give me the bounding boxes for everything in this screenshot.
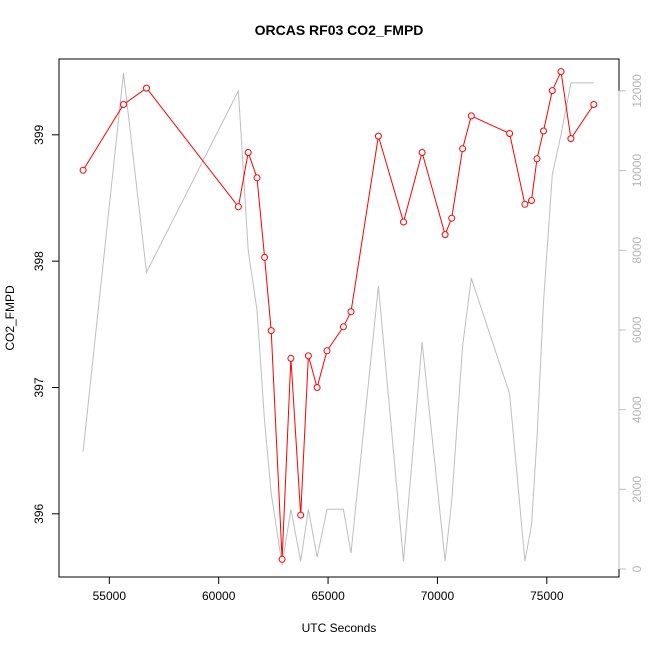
y2-tick-label: 6000 (630, 316, 644, 343)
y-tick-label: 398 (32, 251, 46, 271)
data-point (528, 197, 535, 204)
x-tick-label: 75000 (530, 589, 564, 603)
data-point (244, 149, 252, 156)
data-point (313, 384, 321, 391)
y2-tick-label: 8000 (630, 237, 644, 264)
data-point (567, 135, 575, 143)
y2-tick-label: 4000 (630, 396, 644, 423)
x-tick-label: 60000 (202, 589, 236, 603)
data-point (261, 253, 269, 261)
data-point (79, 166, 87, 174)
series-line-left (82, 69, 595, 560)
data-point (557, 68, 565, 76)
data-point (339, 323, 347, 331)
y2-tick-label: 12000 (630, 74, 644, 108)
y-axis-label: CO2_FMPD (3, 285, 17, 351)
data-point (418, 149, 426, 156)
y-axis-left: 396 397 398 399 (32, 124, 60, 524)
data-point (278, 555, 286, 563)
y-tick-label: 396 (32, 503, 46, 523)
data-point (287, 354, 295, 362)
x-axis: 55000 60000 65000 70000 75000 (93, 576, 564, 603)
data-point (540, 127, 547, 135)
y2-tick-label: 10000 (630, 154, 644, 188)
data-point (441, 231, 449, 239)
y-tick-label: 397 (32, 377, 46, 397)
data-point (304, 352, 312, 360)
x-tick-label: 55000 (93, 589, 127, 603)
x-axis-label: UTC Seconds (302, 621, 377, 635)
x-tick-label: 65000 (311, 589, 345, 603)
data-point (297, 511, 305, 519)
series-line-right (82, 72, 594, 566)
data-point (521, 200, 529, 208)
data-point (347, 308, 355, 316)
data-point (323, 347, 331, 355)
data-point (506, 130, 514, 137)
x-tick-label: 70000 (421, 589, 455, 603)
data-point (533, 155, 541, 163)
y2-tick-label: 0 (630, 565, 644, 572)
data-point (548, 87, 556, 95)
data-point (374, 132, 382, 140)
y-tick-label: 399 (32, 124, 46, 144)
plot-frame (58, 58, 620, 578)
data-point (459, 145, 467, 153)
chart-title: ORCAS RF03 CO2_FMPD (255, 22, 424, 38)
data-point (467, 112, 475, 120)
data-point (590, 101, 598, 108)
data-point (253, 174, 261, 182)
data-point (120, 101, 127, 108)
data-point (143, 84, 150, 92)
series-layer (79, 68, 598, 566)
data-point (234, 203, 242, 211)
data-point (448, 214, 456, 222)
data-point (267, 327, 275, 335)
y2-tick-label: 2000 (630, 476, 644, 503)
data-point (400, 218, 407, 226)
y-axis-right: 0 2000 4000 6000 8000 10000 12000 (618, 74, 644, 572)
